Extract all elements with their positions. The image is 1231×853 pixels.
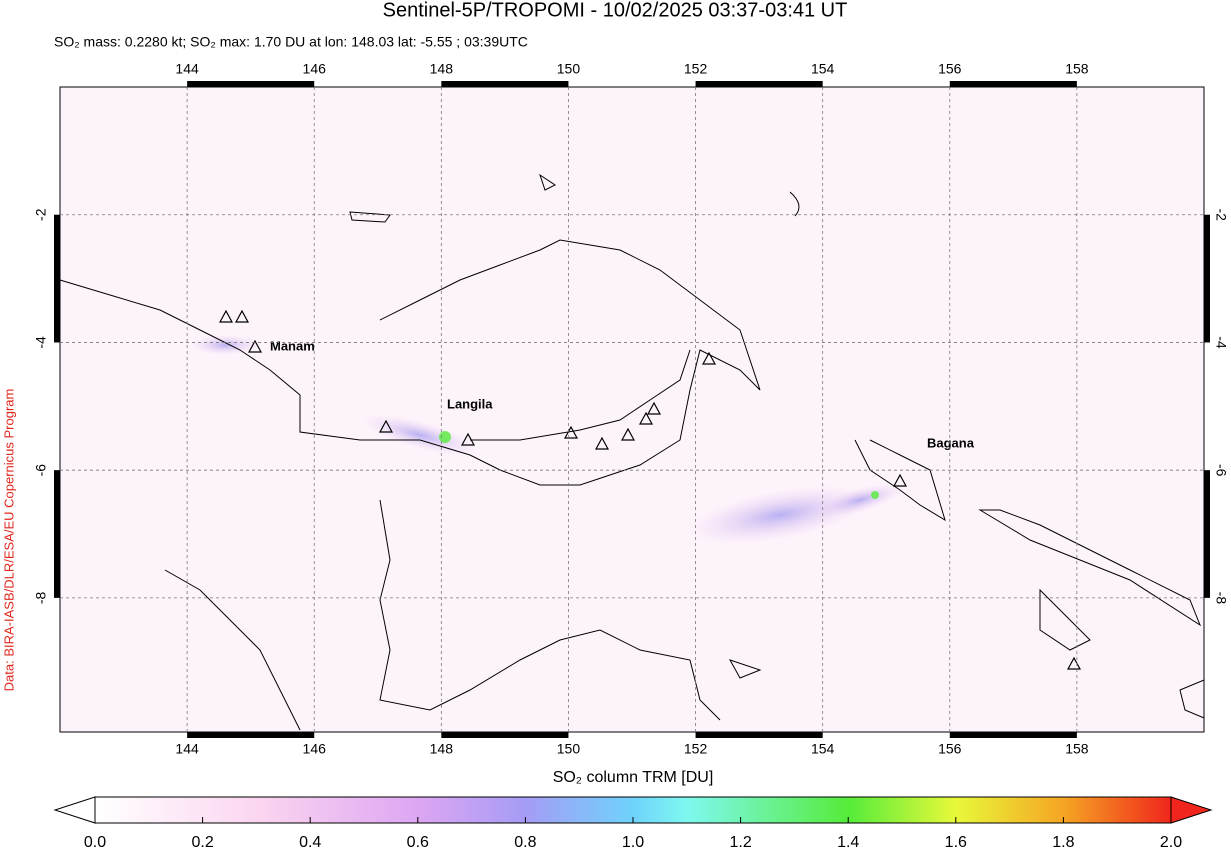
y-tick-label: -4 xyxy=(1213,336,1229,349)
colorbar-tick-label: 1.0 xyxy=(622,834,644,851)
x-tick-label: 146 xyxy=(303,61,327,77)
y-tick-label: -2 xyxy=(1213,208,1229,221)
border-segment xyxy=(187,81,315,87)
border-segment xyxy=(54,214,60,343)
x-tick-label: 152 xyxy=(684,61,708,77)
title: Sentinel-5P/TROPOMI - 10/02/2025 03:37-0… xyxy=(383,0,848,21)
y-tick-label: -8 xyxy=(1213,592,1229,605)
plumes xyxy=(190,335,904,545)
border-segment xyxy=(187,732,315,738)
colorbar-tick-label: 0.0 xyxy=(84,834,106,851)
x-tick-label: 158 xyxy=(1065,61,1089,77)
coastlines xyxy=(59,173,1205,731)
border-segment xyxy=(1204,214,1210,343)
volcano-label: Manam xyxy=(270,338,315,353)
y-tick-label: -8 xyxy=(33,591,49,604)
subtitle: SO₂ mass: 0.2280 kt; SO₂ max: 1.70 DU at… xyxy=(54,34,528,50)
border-segment xyxy=(695,81,823,87)
border-segment xyxy=(949,81,1077,87)
colorbar-tick-label: 1.6 xyxy=(945,834,967,851)
volcano-label: Langila xyxy=(447,396,493,411)
x-tick-label: 156 xyxy=(938,741,962,757)
volcano-markers xyxy=(218,309,1082,670)
x-tick-label: 150 xyxy=(557,741,581,757)
x-tick-label: 158 xyxy=(1065,741,1089,757)
border-segment xyxy=(695,732,823,738)
x-tick-label: 152 xyxy=(684,741,708,757)
border-segment xyxy=(949,732,1077,738)
colorbar-tick-label: 1.4 xyxy=(837,834,859,851)
x-tick-label: 156 xyxy=(938,61,962,77)
colorbar-tick-label: 0.4 xyxy=(299,834,321,851)
border-segment xyxy=(1204,470,1210,598)
colorbar-tick-label: 0.8 xyxy=(514,834,536,851)
colorbar-tick-label: 2.0 xyxy=(1160,834,1182,851)
colorbar-tick-label: 1.8 xyxy=(1052,834,1074,851)
y-tick-label: -6 xyxy=(33,464,49,477)
x-tick-label: 148 xyxy=(430,61,454,77)
x-tick-label: 154 xyxy=(811,61,835,77)
map-background xyxy=(60,87,1204,732)
credit: Data: BIRA-IASB/DLR/ESA/EU Copernicus Pr… xyxy=(1,389,16,692)
border-segment xyxy=(54,470,60,598)
x-tick-label: 154 xyxy=(811,741,835,757)
x-tick-label: 148 xyxy=(430,741,454,757)
map-frame xyxy=(59,86,1205,733)
x-tick-label: 150 xyxy=(557,61,581,77)
volcano-label: Bagana xyxy=(927,435,975,450)
y-tick-label: -2 xyxy=(33,208,49,221)
x-tick-label: 144 xyxy=(175,741,199,757)
colorbar-tick-label: 1.2 xyxy=(729,834,751,851)
colorbar-tick-label: 0.2 xyxy=(191,834,213,851)
colorbar-label: SO₂ column TRM [DU] xyxy=(553,769,714,786)
border-segment xyxy=(441,732,569,738)
x-tick-label: 146 xyxy=(303,741,327,757)
x-tick-label: 144 xyxy=(175,61,199,77)
colorbar-over xyxy=(1170,796,1213,824)
colorbar-tick-label: 0.6 xyxy=(407,834,429,851)
y-tick-label: -6 xyxy=(1213,464,1229,477)
y-tick-label: -4 xyxy=(33,336,49,349)
border-segment xyxy=(441,81,569,87)
colorbar-under xyxy=(53,796,96,824)
